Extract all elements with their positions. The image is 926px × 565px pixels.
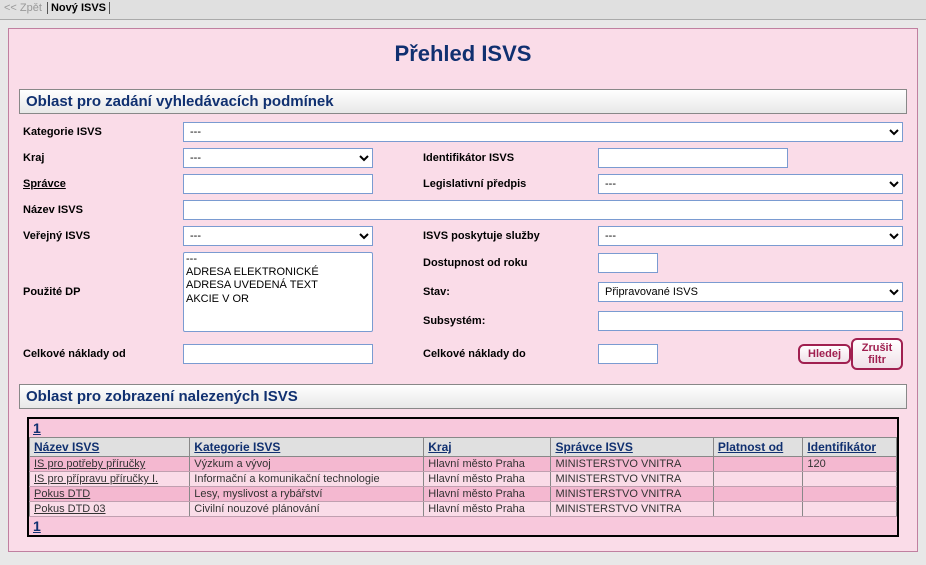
table-cell: Výzkum a vývoj [190, 457, 424, 472]
select-kraj[interactable]: --- [183, 148, 373, 168]
table-cell: MINISTERSTVO VNITRA [551, 472, 713, 487]
page-container: Přehled ISVS Oblast pro zadání vyhledáva… [8, 28, 918, 552]
col-identifikator[interactable]: Identifikátor [803, 438, 897, 457]
col-kraj[interactable]: Kraj [424, 438, 551, 457]
label-naklady-od: Celkové náklady od [23, 348, 183, 360]
search-button[interactable]: Hledej [798, 344, 851, 364]
label-poskytuje: ISVS poskytuje služby [423, 230, 598, 242]
input-nazev[interactable] [183, 200, 903, 220]
table-cell: Hlavní město Praha [424, 472, 551, 487]
clear-filter-button[interactable]: Zrušit filtr [851, 338, 903, 370]
table-cell [803, 487, 897, 502]
table-cell: Hlavní město Praha [424, 487, 551, 502]
label-stav: Stav: [423, 286, 598, 298]
top-toolbar: << Zpět Nový ISVS [0, 0, 926, 20]
results-section: Oblast pro zobrazení nalezených ISVS 1 N… [15, 384, 911, 545]
table-cell: Lesy, myslivost a rybářství [190, 487, 424, 502]
new-isvs-link[interactable]: Nový ISVS [47, 2, 110, 14]
table-row: IS pro přípravu příručky I. Informační a … [30, 472, 897, 487]
col-platnost[interactable]: Platnost od [713, 438, 803, 457]
table-cell: Hlavní město Praha [424, 502, 551, 517]
input-spravce[interactable] [183, 174, 373, 194]
table-cell [713, 457, 803, 472]
select-poskytuje[interactable]: --- [598, 226, 903, 246]
filter-form: Kategorie ISVS --- Kraj --- Identifikáto… [19, 122, 907, 370]
input-subsystem[interactable] [598, 311, 903, 331]
row-link[interactable]: Pokus DTD 03 [34, 503, 106, 515]
table-cell: IS pro potřeby příručky [30, 457, 190, 472]
listbox-pouzite-dp[interactable]: ---ADRESA ELEKTRONICKÉADRESA UVEDENÁ TEX… [183, 252, 373, 332]
dp-option[interactable]: --- [186, 253, 370, 266]
back-link[interactable]: << Zpět [4, 2, 42, 14]
col-kategorie[interactable]: Kategorie ISVS [190, 438, 424, 457]
label-kraj: Kraj [23, 152, 183, 164]
input-dostupnost[interactable] [598, 253, 658, 273]
select-legislativni[interactable]: --- [598, 174, 903, 194]
table-row: Pokus DTD 03 Civilní nouzové plánováníHla… [30, 502, 897, 517]
label-naklady-do: Celkové náklady do [423, 348, 598, 360]
filter-section-title: Oblast pro zadání vyhledávacích podmínek [19, 89, 907, 114]
table-cell: Hlavní město Praha [424, 457, 551, 472]
results-box: 1 Název ISVS Kategorie ISVS Kraj Správce… [27, 417, 899, 537]
table-row: Pokus DTD Lesy, myslivost a rybářstvíHlav… [30, 487, 897, 502]
label-nazev: Název ISVS [23, 204, 183, 216]
row-link[interactable]: Pokus DTD [34, 488, 90, 500]
label-subsystem: Subsystém: [423, 315, 598, 327]
input-identifikator[interactable] [598, 148, 788, 168]
select-stav[interactable]: Připravované ISVS [598, 282, 903, 302]
page-title: Přehled ISVS [9, 29, 917, 85]
pager-bottom[interactable]: 1 [29, 517, 897, 535]
table-cell: 120 [803, 457, 897, 472]
label-legislativni: Legislativní předpis [423, 178, 598, 190]
row-link[interactable]: IS pro potřeby příručky [34, 458, 145, 470]
table-cell: IS pro přípravu příručky I. [30, 472, 190, 487]
results-table: Název ISVS Kategorie ISVS Kraj Správce I… [29, 437, 897, 517]
select-verejny[interactable]: --- [183, 226, 373, 246]
input-naklady-do[interactable] [598, 344, 658, 364]
label-spravce[interactable]: Správce [23, 178, 183, 190]
table-cell [713, 472, 803, 487]
table-cell: Pokus DTD 03 [30, 502, 190, 517]
table-cell: Informační a komunikační technologie [190, 472, 424, 487]
label-identifikator: Identifikátor ISVS [423, 152, 598, 164]
input-naklady-od[interactable] [183, 344, 373, 364]
dp-option[interactable]: ADRESA ELEKTRONICKÉ [186, 266, 370, 279]
table-row: IS pro potřeby příručky Výzkum a vývojHla… [30, 457, 897, 472]
table-cell: MINISTERSTVO VNITRA [551, 502, 713, 517]
col-spravce[interactable]: Správce ISVS [551, 438, 713, 457]
table-cell [713, 487, 803, 502]
select-kategorie[interactable]: --- [183, 122, 903, 142]
label-pouzite-dp: Použité DP [23, 286, 183, 298]
results-section-title: Oblast pro zobrazení nalezených ISVS [19, 384, 907, 409]
table-cell: Pokus DTD [30, 487, 190, 502]
row-link[interactable]: IS pro přípravu příručky I. [34, 473, 158, 485]
label-dostupnost: Dostupnost od roku [423, 257, 598, 269]
table-cell: Civilní nouzové plánování [190, 502, 424, 517]
dp-option[interactable]: AKCIE V OR [186, 293, 370, 306]
table-cell [713, 502, 803, 517]
table-cell [803, 502, 897, 517]
filter-section: Oblast pro zadání vyhledávacích podmínek… [15, 89, 911, 378]
table-cell: MINISTERSTVO VNITRA [551, 487, 713, 502]
dp-option[interactable]: ADRESA UVEDENÁ TEXT [186, 279, 370, 292]
table-cell: MINISTERSTVO VNITRA [551, 457, 713, 472]
table-cell [803, 472, 897, 487]
col-nazev[interactable]: Název ISVS [30, 438, 190, 457]
label-kategorie: Kategorie ISVS [23, 126, 183, 138]
pager-top[interactable]: 1 [29, 419, 897, 437]
label-verejny: Veřejný ISVS [23, 230, 183, 242]
